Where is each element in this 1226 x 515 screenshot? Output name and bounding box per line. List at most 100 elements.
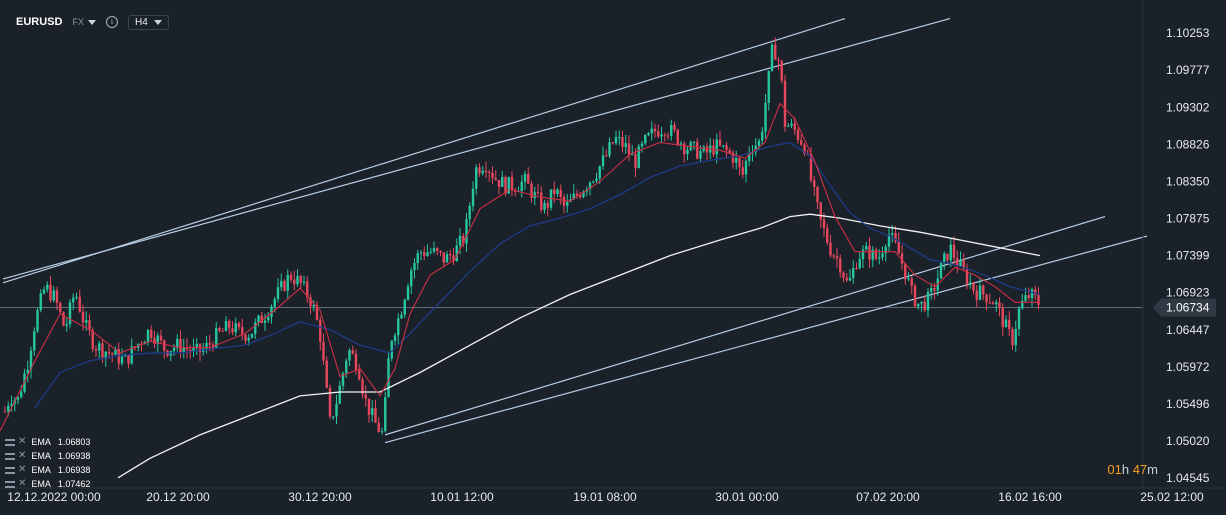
candle-body	[374, 408, 377, 423]
bar-countdown: 01h 47m	[1107, 462, 1158, 477]
x-tick-label: 25.02 12:00	[1140, 490, 1204, 504]
candle-body	[923, 301, 926, 311]
x-tick-label: 19.01 08:00	[573, 490, 637, 504]
timeframe-label: H4	[134, 16, 148, 28]
candle-body	[364, 394, 367, 399]
candle-body	[1001, 307, 1004, 328]
legend-item-ema[interactable]: ✕ EMA 1.06938	[5, 463, 90, 477]
candle-body	[770, 44, 774, 71]
candle-body	[998, 302, 1001, 308]
candle-body	[150, 329, 153, 338]
candle-body	[657, 131, 660, 137]
candle-body	[991, 302, 995, 305]
candle-body	[400, 314, 403, 319]
candle-body	[790, 123, 793, 126]
candle-body	[52, 290, 55, 301]
candle-body	[426, 252, 429, 256]
candle-body	[328, 387, 332, 417]
visibility-icon[interactable]	[5, 452, 15, 460]
candle-body	[621, 136, 624, 147]
candle-body	[715, 139, 718, 155]
candle-body	[449, 254, 452, 256]
candle-body	[858, 259, 861, 269]
candle-body	[910, 278, 913, 286]
candle-body	[78, 296, 81, 312]
candle-body	[725, 145, 728, 151]
close-icon[interactable]: ✕	[18, 450, 27, 461]
candle-body	[631, 154, 634, 156]
y-tick-label: 1.05020	[1166, 434, 1210, 448]
legend-item-ema[interactable]: ✕ EMA 1.06938	[5, 449, 90, 463]
y-tick-label: 1.04545	[1166, 471, 1210, 485]
candle-body	[696, 141, 699, 159]
candle-body	[982, 285, 985, 295]
candle-body	[1004, 319, 1008, 328]
chart-toolbar: EURUSD FX i H4	[16, 12, 169, 32]
candle-body	[507, 176, 510, 194]
candle-body	[29, 350, 33, 370]
candle-body	[455, 245, 458, 262]
candle-body	[250, 333, 254, 338]
candle-body	[88, 320, 91, 331]
candle-body	[120, 356, 124, 364]
candle-body	[442, 252, 445, 263]
candle-body	[933, 288, 936, 291]
candle-body	[94, 348, 98, 351]
candle-body	[111, 353, 114, 355]
candle-body	[543, 203, 546, 210]
trendlines[interactable]	[2, 17, 1148, 444]
visibility-icon[interactable]	[5, 438, 15, 446]
candle-body	[205, 343, 208, 349]
candle-body	[273, 298, 276, 307]
info-icon[interactable]: i	[105, 16, 118, 28]
legend-item-ema[interactable]: ✕ EMA 1.07462	[5, 477, 90, 491]
candle-body	[861, 249, 865, 260]
candle-body	[91, 330, 94, 349]
candle-body	[975, 290, 978, 300]
candle-body	[956, 258, 959, 266]
candle-body	[224, 320, 228, 331]
close-icon[interactable]: ✕	[18, 478, 27, 489]
candle-body	[1017, 308, 1021, 329]
candle-body	[601, 155, 605, 167]
trendline	[2, 17, 846, 284]
candle-body	[504, 176, 507, 194]
candle-body	[650, 128, 653, 134]
candle-body	[462, 235, 465, 244]
visibility-icon[interactable]	[5, 466, 15, 474]
ema-mid-line	[34, 141, 1041, 408]
candle-body	[598, 166, 601, 179]
candle-body	[777, 59, 780, 61]
candle-body	[959, 260, 962, 266]
candle-body	[458, 235, 462, 246]
candle-body	[263, 320, 267, 324]
close-icon[interactable]: ✕	[18, 464, 27, 475]
candle-body	[468, 206, 471, 220]
candle-body	[176, 338, 179, 348]
candle-body	[839, 258, 842, 273]
candle-body	[540, 192, 543, 210]
candle-body	[497, 179, 501, 187]
candle-body	[257, 315, 260, 323]
trendline	[2, 17, 951, 280]
visibility-icon[interactable]	[5, 480, 15, 488]
close-icon[interactable]: ✕	[18, 436, 27, 447]
candle-body	[75, 296, 78, 298]
legend-item-ema[interactable]: ✕ EMA 1.06803	[5, 435, 90, 449]
candle-body	[913, 285, 917, 307]
timeframe-selector[interactable]: H4	[127, 14, 169, 30]
trendline	[384, 216, 1106, 436]
candle-body	[302, 281, 306, 283]
candle-body	[172, 347, 176, 351]
candle-body	[218, 328, 221, 331]
candle-body	[917, 303, 920, 307]
candle-body	[546, 203, 549, 208]
candle-body	[731, 152, 735, 163]
x-tick-label: 20.12 20:00	[146, 490, 210, 504]
candle-body	[65, 324, 68, 326]
symbol-label[interactable]: EURUSD	[16, 16, 63, 28]
candle-body	[803, 144, 806, 154]
market-selector[interactable]: FX	[72, 17, 96, 27]
candle-body	[618, 136, 621, 138]
